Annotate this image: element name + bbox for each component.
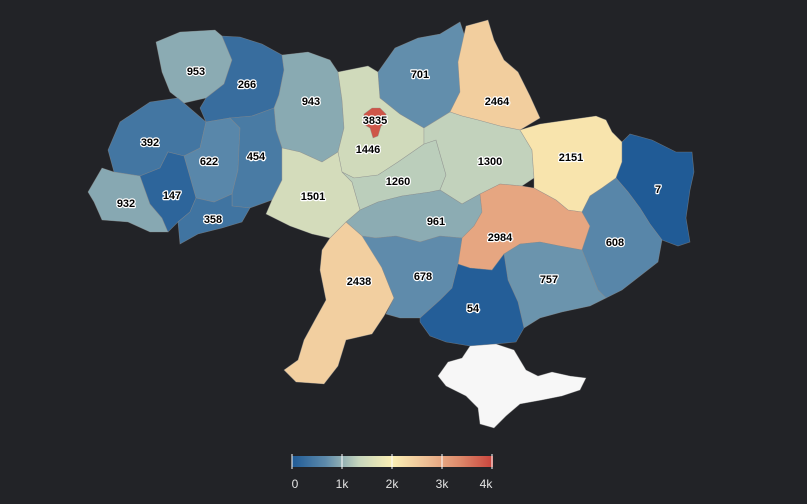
region-crimea[interactable] — [437, 343, 587, 429]
legend-tick-label-2: 2k — [386, 477, 400, 491]
legend-tick-label-1: 1k — [336, 477, 350, 491]
legend-tick-label-3: 3k — [436, 477, 450, 491]
region-chernivtsi[interactable] — [177, 193, 251, 245]
region-sumy[interactable] — [449, 19, 541, 131]
legend-tick-marks — [291, 454, 493, 469]
legend-tick-label-4: 4k — [480, 477, 494, 491]
legend: 0 1k 2k 3k 4k — [291, 454, 494, 491]
legend-tick-label-0: 0 — [292, 477, 299, 491]
region-zhytomyr[interactable] — [273, 51, 345, 163]
regions-layer — [87, 19, 695, 429]
region-zakarpattia[interactable] — [87, 167, 169, 233]
region-kyiv-city[interactable] — [362, 107, 389, 139]
legend-tick-labels: 0 1k 2k 3k 4k — [292, 477, 494, 491]
